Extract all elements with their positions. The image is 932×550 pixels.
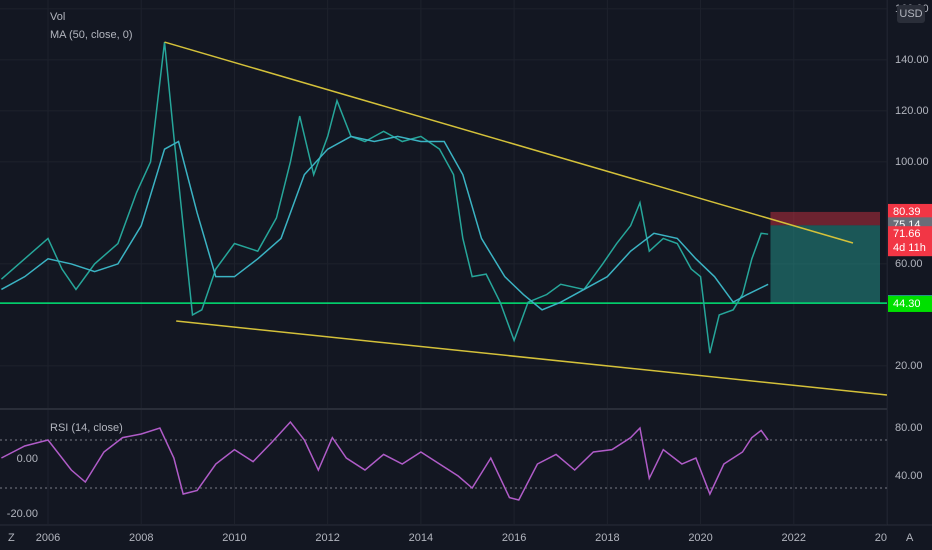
price-label-box <box>888 203 932 220</box>
left-tick-label: 0.00 <box>17 453 38 465</box>
y-tick-label: 40.00 <box>895 470 923 482</box>
price-label: 44.30 <box>893 298 921 310</box>
price-label: 71.66 <box>893 228 921 240</box>
x-tick-label: 2016 <box>502 532 526 544</box>
currency[interactable]: USD <box>899 8 922 20</box>
legend-ma: MA (50, close, 0) <box>50 29 133 41</box>
indicator-line <box>1 420 769 501</box>
stop-zone <box>770 211 881 226</box>
target-zone <box>770 225 881 304</box>
x-tick-label: 2010 <box>222 532 246 544</box>
price-label-box <box>888 226 932 257</box>
y-tick-label: 100.00 <box>895 156 929 168</box>
button-a[interactable]: A <box>906 532 914 544</box>
volume-label: Vol <box>50 11 65 23</box>
rsi-pane <box>0 410 887 525</box>
button-z[interactable]: Z <box>8 532 15 544</box>
time-axis: 2006 2008 2010 2012 2014 2016 2018 2020 2022 2024 <box>36 532 899 544</box>
trendline <box>164 41 854 244</box>
y-tick-label: 140.00 <box>895 54 929 66</box>
legend-rsi: RSI (14, close) <box>50 422 123 434</box>
x-tick-label: 2012 <box>315 532 339 544</box>
y-tick-label: 20.00 <box>895 360 923 372</box>
trendline <box>176 320 887 396</box>
y-tick-label: 80.00 <box>895 422 923 434</box>
price-label-box <box>888 295 932 312</box>
y-tick-label: 60.00 <box>895 258 923 270</box>
x-tick-label: 2014 <box>409 532 433 544</box>
x-tick-label: 2008 <box>129 532 153 544</box>
x-tick-label: 2022 <box>782 532 806 544</box>
x-tick-label: 2018 <box>595 532 619 544</box>
y-tick-label: 120.00 <box>895 105 929 117</box>
x-tick-label: 2024 <box>875 532 899 544</box>
price-line <box>0 41 769 354</box>
price-label: 80.39 <box>893 206 921 218</box>
x-tick-label: 2006 <box>36 532 60 544</box>
indicator-line <box>1 135 769 311</box>
currency-badge[interactable] <box>897 5 925 23</box>
price-countdown: 4d 11h <box>893 242 926 254</box>
main-pane <box>0 0 887 408</box>
left-tick-label: -20.00 <box>7 508 38 520</box>
x-tick-label: 2020 <box>688 532 712 544</box>
